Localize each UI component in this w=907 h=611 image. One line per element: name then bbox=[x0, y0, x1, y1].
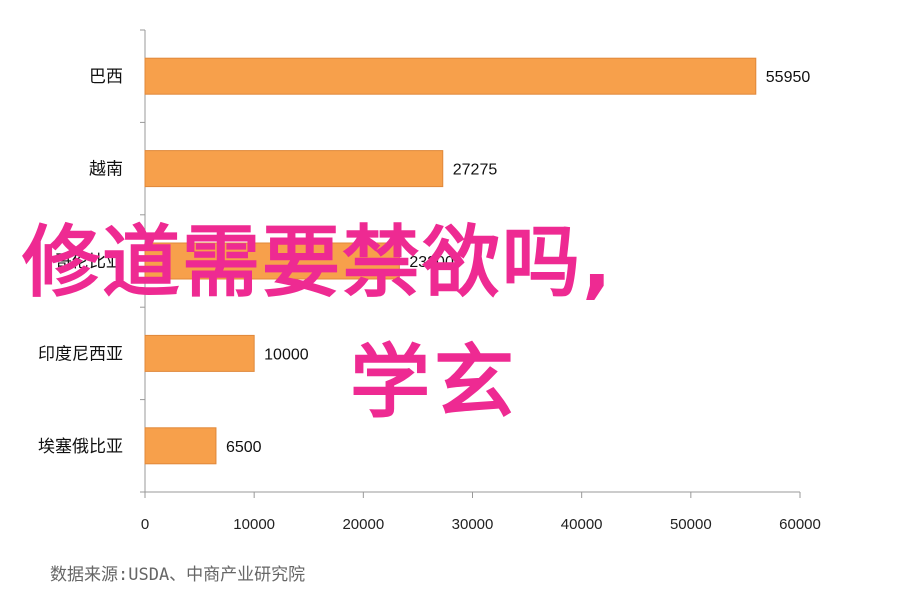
value-label: 23300 bbox=[409, 254, 454, 271]
overlay-title-line1: 修道需要禁欲吗, bbox=[22, 218, 614, 308]
category-label: 哥伦比亚 bbox=[55, 252, 123, 272]
x-tick-label: 20000 bbox=[342, 516, 384, 533]
x-tick-labels: 0 10000 20000 30000 40000 50000 60000 bbox=[141, 516, 821, 533]
category-label: 印度尼西亚 bbox=[38, 344, 123, 364]
x-tick-label: 60000 bbox=[779, 516, 821, 533]
bar bbox=[144, 427, 217, 465]
bar bbox=[144, 57, 757, 95]
source-note: 数据来源:USDA、中商产业研究院 bbox=[50, 565, 306, 585]
x-tick-label: 0 bbox=[141, 516, 149, 533]
overlay-title-line2: 学玄 bbox=[350, 336, 518, 429]
bar bbox=[144, 150, 444, 188]
value-label: 55950 bbox=[766, 69, 811, 86]
chart-bars bbox=[144, 57, 757, 465]
value-label: 10000 bbox=[264, 346, 309, 363]
category-label: 埃塞俄比亚 bbox=[38, 437, 123, 457]
x-tick-label: 10000 bbox=[233, 516, 275, 533]
x-tick-label: 40000 bbox=[561, 516, 603, 533]
category-label: 巴西 bbox=[89, 67, 123, 87]
value-labels: 55950 27275 23300 10000 6500 bbox=[226, 69, 810, 456]
bar bbox=[144, 242, 400, 280]
bar bbox=[144, 334, 255, 372]
value-label: 27275 bbox=[453, 162, 498, 179]
category-label: 越南 bbox=[89, 160, 123, 180]
value-label: 6500 bbox=[226, 439, 262, 456]
x-tick-label: 30000 bbox=[452, 516, 494, 533]
x-tick-label: 50000 bbox=[670, 516, 712, 533]
